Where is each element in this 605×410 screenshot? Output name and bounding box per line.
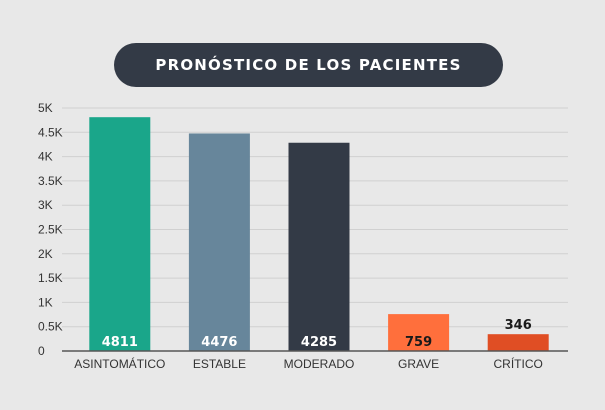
bar-grave: [388, 314, 450, 351]
y-tick-label: 0: [38, 344, 45, 358]
bar-estable: [188, 133, 250, 351]
data-label: 759: [405, 335, 432, 350]
x-category-label: MODERADO: [284, 357, 355, 371]
x-category-label: ESTABLE: [193, 357, 246, 371]
data-label: 4285: [301, 335, 337, 350]
y-tick-label: 5K: [38, 101, 53, 115]
bar-crítico: [487, 334, 549, 351]
y-tick-label: 3.5K: [38, 174, 63, 188]
y-tick-label: 1.5K: [38, 271, 63, 285]
y-tick-label: 4.5K: [38, 125, 63, 139]
bar-asintomático: [89, 117, 151, 352]
x-category-label: CRÍTICO: [494, 356, 543, 371]
data-label: 4476: [201, 335, 237, 350]
bar-moderado: [288, 142, 350, 351]
y-tick-label: 1K: [38, 295, 53, 309]
x-category-label: GRAVE: [398, 357, 439, 371]
x-category-label: ASINTOMÁTICO: [74, 356, 165, 371]
data-label: 4811: [102, 335, 138, 350]
y-tick-label: 4K: [38, 150, 53, 164]
y-tick-label: 2K: [38, 247, 53, 261]
y-tick-label: 3K: [38, 198, 53, 212]
data-label: 346: [505, 318, 532, 333]
chart-title: PRONÓSTICO DE LOS PACIENTES: [155, 56, 462, 74]
y-tick-label: 2.5K: [38, 223, 63, 237]
y-tick-label: 0.5K: [38, 320, 63, 334]
chart-title-pill: PRONÓSTICO DE LOS PACIENTES: [114, 43, 503, 87]
